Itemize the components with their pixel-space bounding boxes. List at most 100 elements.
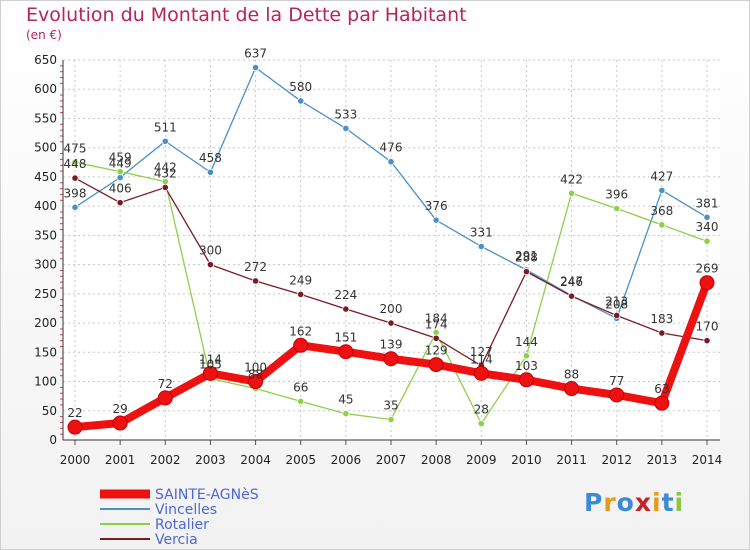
data-label: 63 [654, 382, 669, 396]
data-label: 475 [64, 141, 87, 155]
data-point [116, 199, 124, 207]
y-tick-label: 450 [34, 170, 57, 184]
data-label: 368 [650, 204, 673, 218]
data-label: 88 [248, 368, 263, 382]
data-label: 459 [109, 151, 132, 165]
data-label: 151 [334, 331, 357, 345]
x-tick-label: 2002 [150, 453, 181, 467]
data-label: 183 [650, 312, 673, 326]
data-label: 427 [650, 169, 673, 183]
x-tick-label: 2003 [195, 453, 226, 467]
x-tick-label: 2005 [285, 453, 316, 467]
data-point [206, 168, 215, 176]
data-point [116, 168, 124, 176]
logo-letter: t [661, 488, 675, 517]
data-point [342, 305, 350, 313]
y-tick-label: 600 [34, 82, 57, 96]
data-label: 127 [470, 345, 493, 359]
data-point [658, 186, 666, 194]
data-label: 170 [696, 320, 719, 334]
data-label: 22 [67, 406, 82, 420]
data-label: 77 [609, 374, 624, 388]
data-label: 200 [380, 302, 403, 316]
x-tick-label: 2011 [556, 453, 587, 467]
data-point [248, 374, 264, 390]
chart-title: Evolution du Montant de la Dette par Hab… [26, 4, 467, 26]
data-label: 162 [289, 324, 312, 338]
data-label: 45 [338, 393, 353, 407]
data-point [564, 381, 580, 397]
data-point [518, 372, 534, 388]
data-label: 249 [289, 273, 312, 287]
data-point [116, 173, 124, 182]
data-point [297, 97, 305, 105]
logo-letter: r [603, 488, 617, 517]
legend-entry: Vercia [155, 532, 198, 548]
data-label: 213 [605, 294, 628, 308]
data-label: 300 [199, 244, 222, 258]
data-point [477, 420, 485, 428]
data-label: 272 [244, 260, 267, 274]
data-point [387, 319, 395, 327]
data-label: 114 [470, 352, 493, 366]
x-tick-label: 2013 [647, 453, 678, 467]
data-point [67, 419, 83, 435]
legend-entry: Vincelles [155, 502, 217, 518]
x-tick-label: 2004 [240, 453, 271, 467]
data-point [161, 183, 169, 192]
data-point [161, 137, 169, 145]
proxiti-logo: Proxiti [584, 488, 684, 517]
data-label: 184 [425, 311, 448, 325]
logo-letter: i [674, 488, 685, 517]
data-label: 144 [515, 335, 538, 349]
data-point [432, 216, 440, 224]
data-point [383, 351, 399, 367]
data-label: 72 [158, 377, 173, 391]
data-label: 105 [199, 358, 222, 372]
y-tick-label: 500 [34, 141, 57, 155]
data-point [251, 64, 260, 72]
data-point [338, 344, 354, 360]
logo-letter: P [584, 488, 604, 517]
y-tick-label: 400 [34, 199, 57, 213]
data-point [703, 237, 711, 245]
data-point [699, 275, 715, 291]
data-point [206, 261, 215, 269]
y-tick-label: 550 [34, 111, 57, 125]
data-label: 533 [334, 107, 357, 121]
data-point [658, 221, 666, 229]
axes: 0 50 100 150 200 250 300 350 400 450 500 550 600 650 2… [34, 53, 722, 467]
data-point [654, 395, 670, 411]
legend-entry: Rotalier [155, 517, 209, 533]
x-tick-label: 2012 [601, 453, 632, 467]
data-point [251, 277, 260, 285]
data-point [428, 357, 444, 373]
data-label: 103 [515, 359, 538, 373]
data-point [71, 203, 79, 211]
data-point [658, 329, 666, 337]
data-label: 422 [560, 172, 583, 186]
data-label: 406 [109, 182, 132, 196]
data-label: 291 [515, 249, 538, 263]
x-tick-label: 2007 [376, 453, 407, 467]
data-label: 35 [383, 399, 398, 413]
data-label: 476 [380, 141, 403, 155]
data-point [342, 410, 350, 418]
data-label: 246 [560, 275, 583, 289]
x-tick-label: 2009 [466, 453, 497, 467]
data-point [567, 189, 576, 197]
data-label: 247 [560, 275, 583, 289]
x-tick-label: 2001 [105, 453, 136, 467]
data-point [522, 268, 531, 276]
legend-entry: SAINTE-AGNèS [155, 487, 259, 503]
data-label: 511 [154, 120, 177, 134]
y-tick-label: 300 [34, 258, 57, 272]
x-tick-label: 2000 [60, 453, 91, 467]
data-label: 398 [64, 186, 87, 200]
data-label: 448 [64, 157, 87, 171]
data-point [387, 415, 395, 424]
data-point [157, 390, 173, 406]
data-label: 129 [425, 344, 448, 358]
data-point [473, 365, 489, 381]
